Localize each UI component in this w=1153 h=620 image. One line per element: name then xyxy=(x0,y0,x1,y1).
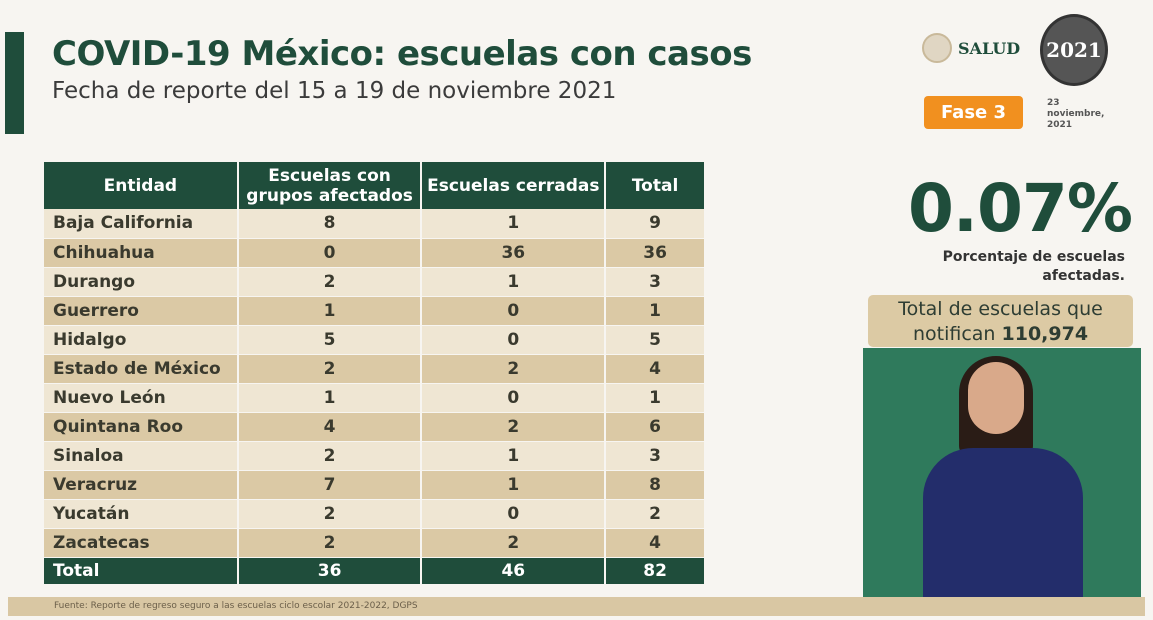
table-cell: 4 xyxy=(237,412,423,442)
table-cell: 2 xyxy=(237,528,423,558)
table-cell: Baja California xyxy=(44,209,239,239)
date-day: 23 xyxy=(1047,98,1060,108)
table-row: Yucatán 2 0 2 xyxy=(44,499,706,529)
sign-language-interpreter-video xyxy=(863,348,1141,601)
table-row: Hidalgo 5 0 5 xyxy=(44,325,706,355)
table-cell: 4 xyxy=(605,528,706,558)
table-cell: 1 xyxy=(237,383,423,413)
table-cell: 6 xyxy=(605,412,706,442)
table-cell: 1 xyxy=(421,267,607,297)
table-cell: 5 xyxy=(605,325,706,355)
table-cell: 2 xyxy=(421,528,607,558)
table-cell: 2 xyxy=(421,412,607,442)
label-line: afectadas. xyxy=(1042,268,1125,284)
schools-table: Entidad Escuelas con grupos afectados Es… xyxy=(44,162,706,585)
table-cell: 36 xyxy=(605,238,706,268)
table-cell: 1 xyxy=(421,470,607,500)
table-cell: 4 xyxy=(605,354,706,384)
percentage-value: 0.07% xyxy=(908,170,1133,247)
table-cell: 2 xyxy=(237,354,423,384)
date-year: 2021 xyxy=(1047,120,1073,130)
table-cell: 1 xyxy=(605,383,706,413)
table-cell: 2 xyxy=(237,499,423,529)
total-prefix: notifican xyxy=(912,323,996,345)
seal-icon xyxy=(922,33,952,63)
total-cell: 46 xyxy=(421,557,607,585)
table-cell: 0 xyxy=(421,499,607,529)
total-row: Total 36 46 82 xyxy=(44,557,706,585)
table-row: Sinaloa 2 1 3 xyxy=(44,441,706,471)
table-cell: Veracruz xyxy=(44,470,239,500)
table-cell: 0 xyxy=(421,325,607,355)
percentage-label: Porcentaje de escuelas afectadas. xyxy=(900,248,1125,286)
label-line: Porcentaje de escuelas xyxy=(942,249,1125,265)
table-cell: 7 xyxy=(237,470,423,500)
table-row: Baja California 8 1 9 xyxy=(44,209,706,239)
table-row: Zacatecas 2 2 4 xyxy=(44,528,706,558)
total-cell: Total xyxy=(44,557,239,585)
table-row: Quintana Roo 4 2 6 xyxy=(44,412,706,442)
table-row: Guerrero 1 0 1 xyxy=(44,296,706,326)
table-cell: 36 xyxy=(421,238,607,268)
table-row: Estado de México 2 2 4 xyxy=(44,354,706,384)
table-cell: Nuevo León xyxy=(44,383,239,413)
table-cell: Sinaloa xyxy=(44,441,239,471)
phase-badge: Fase 3 xyxy=(924,96,1023,129)
table-cell: Chihuahua xyxy=(44,238,239,268)
accent-bar xyxy=(5,32,24,134)
salud-logo: SALUD xyxy=(922,33,1020,63)
table-cell: 8 xyxy=(237,209,423,239)
interpreter-body xyxy=(923,448,1083,601)
col-header: Entidad xyxy=(44,162,239,209)
table-cell: Hidalgo xyxy=(44,325,239,355)
report-date: 23 noviembre, 2021 xyxy=(1047,98,1117,131)
total-schools-box: Total de escuelas que notifican 110,974 xyxy=(868,295,1133,347)
table-cell: Zacatecas xyxy=(44,528,239,558)
table-row: Durango 2 1 3 xyxy=(44,267,706,297)
table-cell: Quintana Roo xyxy=(44,412,239,442)
table-cell: 3 xyxy=(605,441,706,471)
table-row: Veracruz 7 1 8 xyxy=(44,470,706,500)
table-cell: Estado de México xyxy=(44,354,239,384)
col-header: Escuelas con grupos afectados xyxy=(237,162,423,209)
salud-text: SALUD xyxy=(958,38,1021,58)
interpreter-face xyxy=(968,362,1024,434)
table-cell: 9 xyxy=(605,209,706,239)
total-value: 110,974 xyxy=(1001,323,1089,345)
table-cell: 8 xyxy=(605,470,706,500)
total-cell: 82 xyxy=(605,557,706,585)
page-subtitle: Fecha de reporte del 15 a 19 de noviembr… xyxy=(52,78,617,104)
table-cell: 3 xyxy=(605,267,706,297)
table-row: Nuevo León 1 0 1 xyxy=(44,383,706,413)
table-cell: 2 xyxy=(237,267,423,297)
table-cell: 0 xyxy=(421,383,607,413)
table-cell: Yucatán xyxy=(44,499,239,529)
source-note: Fuente: Reporte de regreso seguro a las … xyxy=(8,597,1145,616)
date-month: noviembre, xyxy=(1047,109,1105,119)
year-2021-logo: 2021 xyxy=(1040,14,1108,86)
page-title: COVID-19 México: escuelas con casos xyxy=(52,34,752,74)
table-cell: Guerrero xyxy=(44,296,239,326)
table-row: Chihuahua 0 36 36 xyxy=(44,238,706,268)
table-cell: 1 xyxy=(605,296,706,326)
total-label: Total de escuelas que xyxy=(898,298,1103,320)
table-cell: 2 xyxy=(421,354,607,384)
table-cell: 5 xyxy=(237,325,423,355)
table-cell: 0 xyxy=(421,296,607,326)
table-cell: Durango xyxy=(44,267,239,297)
table-cell: 2 xyxy=(605,499,706,529)
col-header: Total xyxy=(605,162,706,209)
col-header: Escuelas cerradas xyxy=(421,162,607,209)
table-cell: 0 xyxy=(237,238,423,268)
table-cell: 1 xyxy=(421,441,607,471)
table-cell: 1 xyxy=(237,296,423,326)
table-cell: 1 xyxy=(421,209,607,239)
table-cell: 2 xyxy=(237,441,423,471)
total-cell: 36 xyxy=(237,557,423,585)
